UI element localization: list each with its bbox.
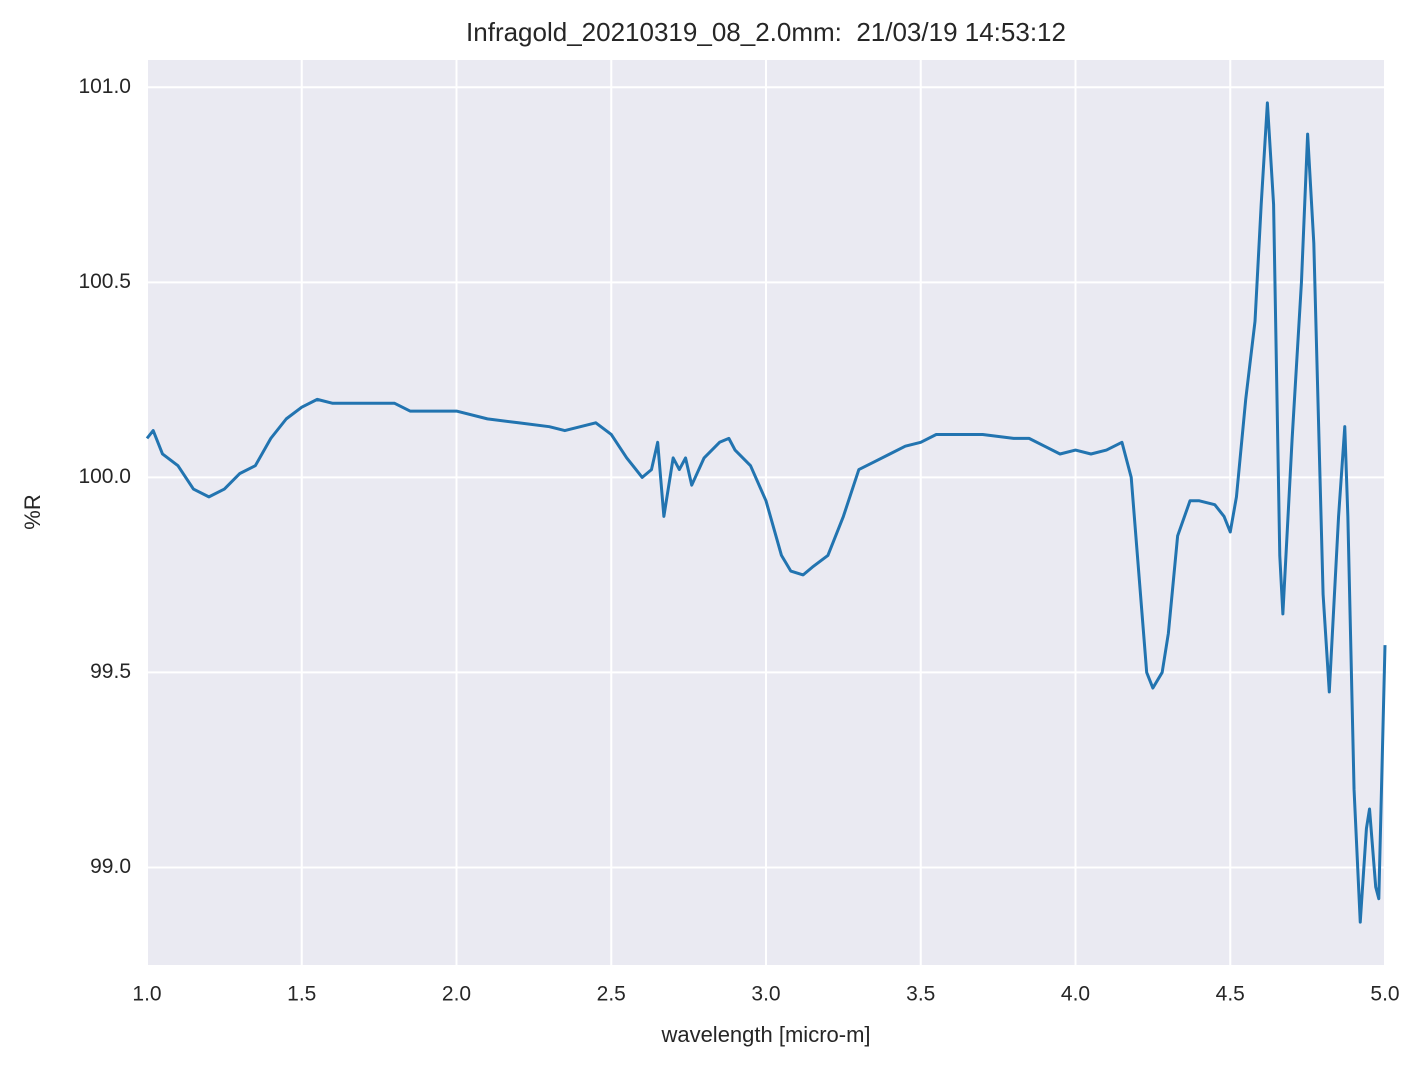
- chart-title: Infragold_20210319_08_2.0mm: 21/03/19 14…: [466, 17, 1066, 47]
- x-tick-label: 4.0: [1061, 983, 1090, 1006]
- y-tick-label: 99.0: [90, 855, 131, 878]
- x-tick-label: 1.5: [287, 983, 316, 1006]
- x-tick-label: 2.5: [597, 983, 626, 1006]
- x-axis-label: wavelength [micro-m]: [660, 1022, 870, 1047]
- x-tick-label: 3.0: [751, 983, 780, 1006]
- y-tick-label: 101.0: [78, 75, 131, 98]
- x-tick-label: 5.0: [1370, 983, 1399, 1006]
- y-tick-label: 99.5: [90, 660, 131, 683]
- x-tick-label: 3.5: [906, 983, 935, 1006]
- y-axis-label: %R: [20, 494, 45, 529]
- y-tick-label: 100.5: [78, 270, 131, 293]
- x-tick-label: 1.0: [132, 983, 161, 1006]
- x-tick-label: 2.0: [442, 983, 471, 1006]
- data-line: [145, 101, 1387, 924]
- y-tick-label: 100.0: [78, 465, 131, 488]
- x-tick-label: 4.5: [1216, 983, 1245, 1006]
